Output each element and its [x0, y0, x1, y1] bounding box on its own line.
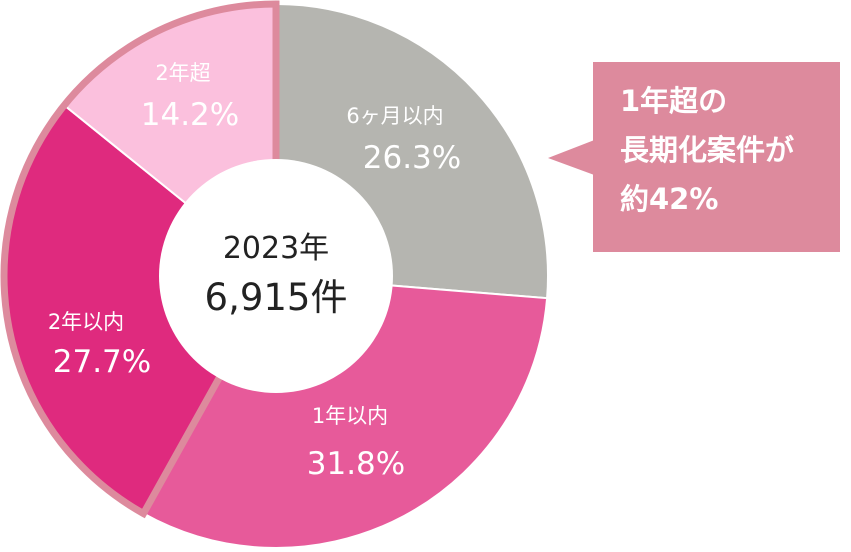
- center-count-label: 6,915件: [205, 276, 348, 319]
- slice-1-value-label: 31.8%: [307, 446, 405, 482]
- slice-0-name: 6ヶ月以内: [346, 104, 443, 128]
- slice-3-name: 2年超: [155, 61, 210, 85]
- callout: 1年超の 長期化案件が 約42%: [548, 62, 840, 252]
- callout-line-1: 1年超の: [620, 84, 727, 118]
- callout-pointer: [548, 139, 597, 176]
- donut-hole: [159, 159, 393, 393]
- center-year-label: 2023年: [223, 231, 329, 266]
- slice-2-value-label: 27.7%: [53, 344, 151, 380]
- callout-line-3: 約42%: [620, 182, 718, 216]
- callout-box: [593, 62, 840, 252]
- slice-0-value-label: 26.3%: [363, 140, 461, 176]
- callout-line-2: 長期化案件が: [620, 133, 794, 167]
- slice-1-name: 1年以内: [312, 404, 388, 428]
- long-term-highlight-outline: [0, 0, 280, 519]
- slice-2-name: 2年以内: [48, 310, 124, 334]
- slice-3-value-label: 14.2%: [141, 97, 239, 133]
